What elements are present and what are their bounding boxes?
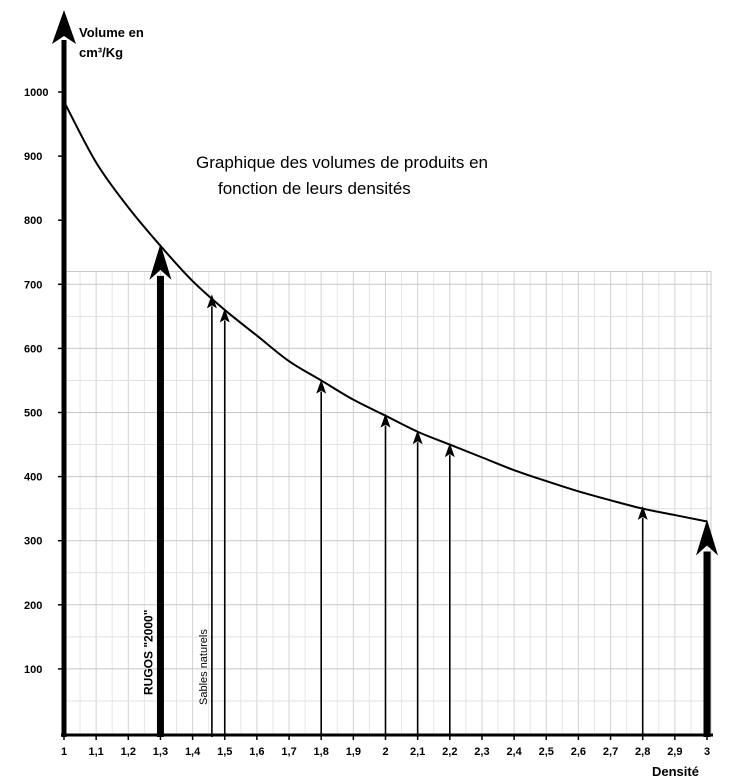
x-tick-label: 2,9 (667, 746, 682, 758)
y-axis-label-line1: Volume en (79, 25, 144, 40)
ticks: 100 200 300 400 500 600 700 800 900 1000 1 1,1 1,2 1,… (24, 87, 710, 758)
x-tick-label: 2,4 (506, 746, 522, 758)
x-tick-label: 1,8 (314, 746, 329, 758)
x-tick-label: 2,7 (603, 746, 618, 758)
chart-title-line1: Graphique des volumes de produits en (196, 153, 488, 172)
chart-title-line2: fonction de leurs densités (218, 179, 411, 198)
marker-arrow-head (316, 379, 327, 394)
x-tick-label: 2,1 (410, 746, 425, 758)
y-tick-label: 900 (24, 151, 42, 163)
y-tick-label: 500 (24, 408, 42, 420)
x-tick-label: 1,9 (346, 746, 361, 758)
y-tick-label: 200 (24, 600, 42, 612)
x-tick-label: 2 (382, 746, 388, 758)
x-axis-label: Densité (652, 764, 699, 779)
x-tick-label: 2,2 (442, 746, 457, 758)
marker-arrow-head (444, 443, 455, 458)
x-tick-label: 1,7 (281, 746, 296, 758)
x-tick-label: 2,6 (571, 746, 586, 758)
marker-arrow-head (149, 243, 172, 280)
x-tick-label: 1,4 (185, 746, 201, 758)
marker-arrow-head (219, 308, 230, 323)
y-tick-label: 100 (24, 664, 42, 676)
marker-arrow-head (637, 505, 648, 520)
y-tick-label: 700 (24, 279, 42, 291)
y-tick-label: 600 (24, 343, 42, 355)
x-tick-label: 1,2 (121, 746, 136, 758)
marker-arrow-head (380, 413, 391, 428)
y-tick-label: 800 (24, 215, 42, 227)
x-tick-label: 1,1 (89, 746, 104, 758)
x-tick-label: 1,3 (153, 746, 168, 758)
y-tick-label: 300 (24, 536, 42, 548)
y-axis-label-line2: cm³/Kg (79, 45, 123, 60)
x-tick-label: 2,5 (539, 746, 554, 758)
x-tick-label: 2,3 (474, 746, 489, 758)
y-tick-label: 400 (24, 472, 42, 484)
x-tick-label: 1 (61, 746, 67, 758)
y-axis-arrowhead (52, 10, 76, 44)
marker-arrow-head (206, 294, 217, 309)
y-tick-label: 1000 (24, 87, 48, 99)
marker-arrow-head (412, 430, 423, 445)
marker-label: Sables naturels (198, 629, 210, 705)
marker-arrow-head (696, 519, 718, 556)
x-tick-label: 3 (704, 746, 710, 758)
x-tick-label: 2,8 (635, 746, 650, 758)
x-tick-label: 1,5 (217, 746, 232, 758)
marker-label: RUGOS "2000" (141, 610, 155, 695)
x-tick-label: 1,6 (249, 746, 264, 758)
marker-layer: RUGOS "2000" Sables naturels (141, 243, 718, 737)
